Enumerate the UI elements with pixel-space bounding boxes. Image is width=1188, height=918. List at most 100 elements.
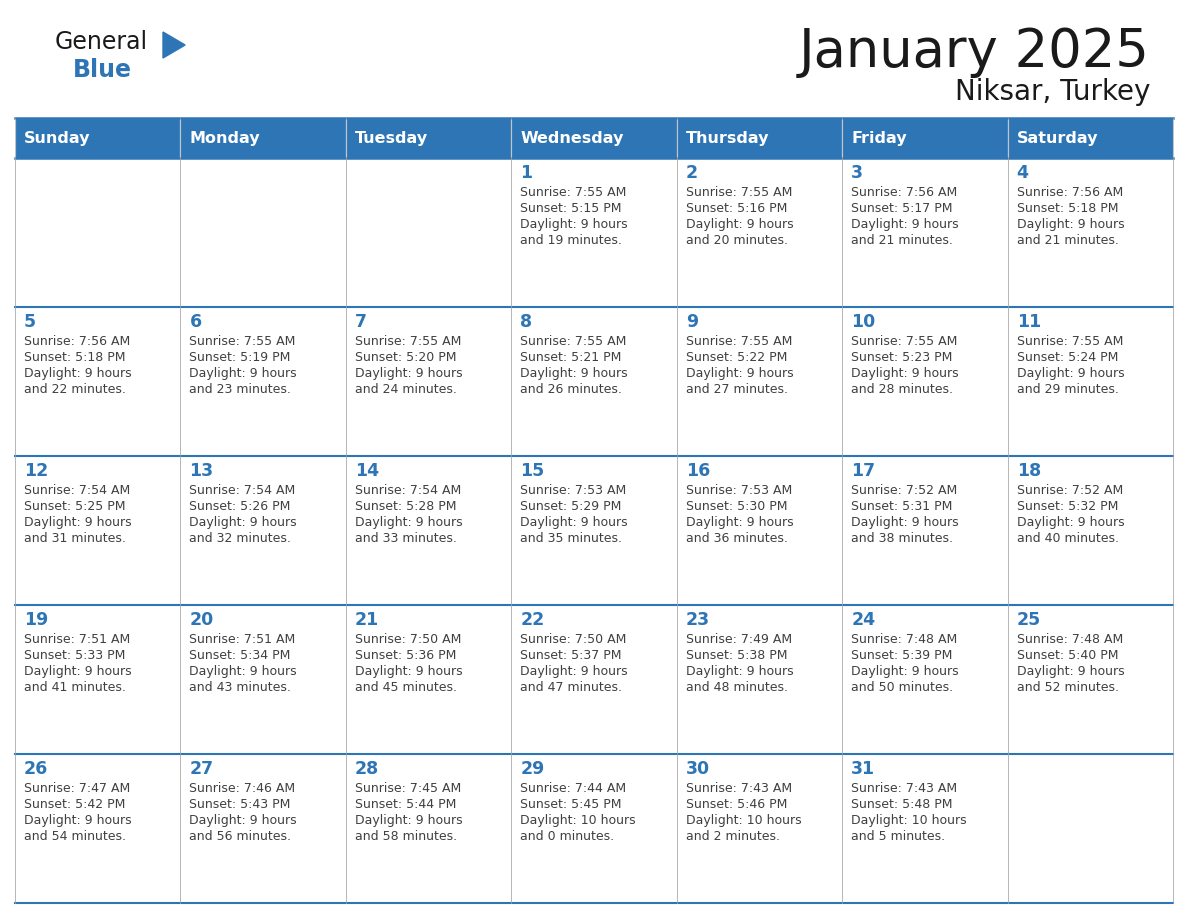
Text: 9: 9 [685,313,697,331]
Text: Sunset: 5:16 PM: Sunset: 5:16 PM [685,202,788,215]
Text: Daylight: 9 hours: Daylight: 9 hours [520,665,628,678]
Text: Sunrise: 7:55 AM: Sunrise: 7:55 AM [355,335,461,348]
Text: and 27 minutes.: and 27 minutes. [685,383,788,396]
Bar [677,118,842,158]
Text: and 21 minutes.: and 21 minutes. [1017,234,1118,247]
Text: Sunrise: 7:54 AM: Sunrise: 7:54 AM [355,484,461,497]
Text: 1: 1 [520,164,532,182]
Text: Daylight: 9 hours: Daylight: 9 hours [24,367,132,380]
Text: Sunrise: 7:55 AM: Sunrise: 7:55 AM [520,335,626,348]
Bar [181,307,346,456]
Text: Daylight: 9 hours: Daylight: 9 hours [851,367,959,380]
Text: Sunset: 5:45 PM: Sunset: 5:45 PM [520,798,621,811]
Text: Sunset: 5:39 PM: Sunset: 5:39 PM [851,649,953,662]
Text: 22: 22 [520,611,544,629]
Bar [842,158,1007,307]
Text: Sunrise: 7:53 AM: Sunrise: 7:53 AM [685,484,792,497]
Text: 11: 11 [1017,313,1041,331]
Text: 7: 7 [355,313,367,331]
Bar [181,158,346,307]
Bar [677,754,842,903]
Text: Daylight: 9 hours: Daylight: 9 hours [189,367,297,380]
Text: Sunrise: 7:50 AM: Sunrise: 7:50 AM [520,633,626,646]
Bar [346,456,511,605]
Text: Sunset: 5:32 PM: Sunset: 5:32 PM [1017,500,1118,513]
Text: Monday: Monday [189,130,260,145]
Bar [842,307,1007,456]
Text: Sunset: 5:46 PM: Sunset: 5:46 PM [685,798,788,811]
Bar [1007,605,1173,754]
Text: and 45 minutes.: and 45 minutes. [355,681,457,694]
Bar [1007,118,1173,158]
Text: Sunrise: 7:55 AM: Sunrise: 7:55 AM [851,335,958,348]
Text: Sunrise: 7:56 AM: Sunrise: 7:56 AM [1017,186,1123,199]
Bar [346,307,511,456]
Text: Sunset: 5:34 PM: Sunset: 5:34 PM [189,649,291,662]
Bar [511,456,677,605]
Text: and 22 minutes.: and 22 minutes. [24,383,126,396]
Text: 4: 4 [1017,164,1029,182]
Text: and 41 minutes.: and 41 minutes. [24,681,126,694]
Text: and 2 minutes.: and 2 minutes. [685,830,779,843]
Text: Daylight: 9 hours: Daylight: 9 hours [189,516,297,529]
Text: Daylight: 9 hours: Daylight: 9 hours [355,516,462,529]
Text: Sunrise: 7:55 AM: Sunrise: 7:55 AM [1017,335,1123,348]
Text: and 52 minutes.: and 52 minutes. [1017,681,1119,694]
Text: Sunrise: 7:45 AM: Sunrise: 7:45 AM [355,782,461,795]
Text: Sunset: 5:33 PM: Sunset: 5:33 PM [24,649,126,662]
Text: Daylight: 9 hours: Daylight: 9 hours [1017,516,1124,529]
Polygon shape [163,32,185,58]
Text: Sunset: 5:17 PM: Sunset: 5:17 PM [851,202,953,215]
Text: 31: 31 [851,760,876,778]
Text: 6: 6 [189,313,202,331]
Text: Sunrise: 7:44 AM: Sunrise: 7:44 AM [520,782,626,795]
Text: and 24 minutes.: and 24 minutes. [355,383,456,396]
Text: and 50 minutes.: and 50 minutes. [851,681,953,694]
Text: and 35 minutes.: and 35 minutes. [520,532,623,545]
Text: 12: 12 [24,462,49,480]
Text: Sunrise: 7:52 AM: Sunrise: 7:52 AM [851,484,958,497]
Text: Daylight: 10 hours: Daylight: 10 hours [851,814,967,827]
Text: 2: 2 [685,164,697,182]
Text: Sunset: 5:23 PM: Sunset: 5:23 PM [851,351,953,364]
Text: Sunrise: 7:50 AM: Sunrise: 7:50 AM [355,633,461,646]
Text: Sunrise: 7:51 AM: Sunrise: 7:51 AM [189,633,296,646]
Text: Sunset: 5:21 PM: Sunset: 5:21 PM [520,351,621,364]
Text: Sunrise: 7:53 AM: Sunrise: 7:53 AM [520,484,626,497]
Bar [511,307,677,456]
Text: and 43 minutes.: and 43 minutes. [189,681,291,694]
Text: Daylight: 9 hours: Daylight: 9 hours [685,665,794,678]
Text: January 2025: January 2025 [800,26,1150,78]
Text: Daylight: 9 hours: Daylight: 9 hours [520,367,628,380]
Text: and 23 minutes.: and 23 minutes. [189,383,291,396]
Text: and 58 minutes.: and 58 minutes. [355,830,457,843]
Text: and 47 minutes.: and 47 minutes. [520,681,623,694]
Bar [842,118,1007,158]
Text: Sunrise: 7:52 AM: Sunrise: 7:52 AM [1017,484,1123,497]
Bar [181,456,346,605]
Text: Sunset: 5:37 PM: Sunset: 5:37 PM [520,649,621,662]
Text: and 26 minutes.: and 26 minutes. [520,383,623,396]
Text: 14: 14 [355,462,379,480]
Text: Sunset: 5:40 PM: Sunset: 5:40 PM [1017,649,1118,662]
Text: and 19 minutes.: and 19 minutes. [520,234,623,247]
Text: 16: 16 [685,462,710,480]
Bar [15,307,181,456]
Text: Sunrise: 7:55 AM: Sunrise: 7:55 AM [189,335,296,348]
Text: Sunset: 5:44 PM: Sunset: 5:44 PM [355,798,456,811]
Text: Sunset: 5:43 PM: Sunset: 5:43 PM [189,798,291,811]
Text: Sunrise: 7:54 AM: Sunrise: 7:54 AM [189,484,296,497]
Text: Sunrise: 7:48 AM: Sunrise: 7:48 AM [851,633,958,646]
Text: Sunset: 5:15 PM: Sunset: 5:15 PM [520,202,621,215]
Text: 18: 18 [1017,462,1041,480]
Text: 24: 24 [851,611,876,629]
Bar [15,118,181,158]
Text: Sunset: 5:20 PM: Sunset: 5:20 PM [355,351,456,364]
Bar [346,118,511,158]
Text: Daylight: 9 hours: Daylight: 9 hours [851,665,959,678]
Text: Sunrise: 7:55 AM: Sunrise: 7:55 AM [520,186,626,199]
Text: Daylight: 9 hours: Daylight: 9 hours [24,665,132,678]
Bar [511,754,677,903]
Text: Daylight: 9 hours: Daylight: 9 hours [24,516,132,529]
Text: and 54 minutes.: and 54 minutes. [24,830,126,843]
